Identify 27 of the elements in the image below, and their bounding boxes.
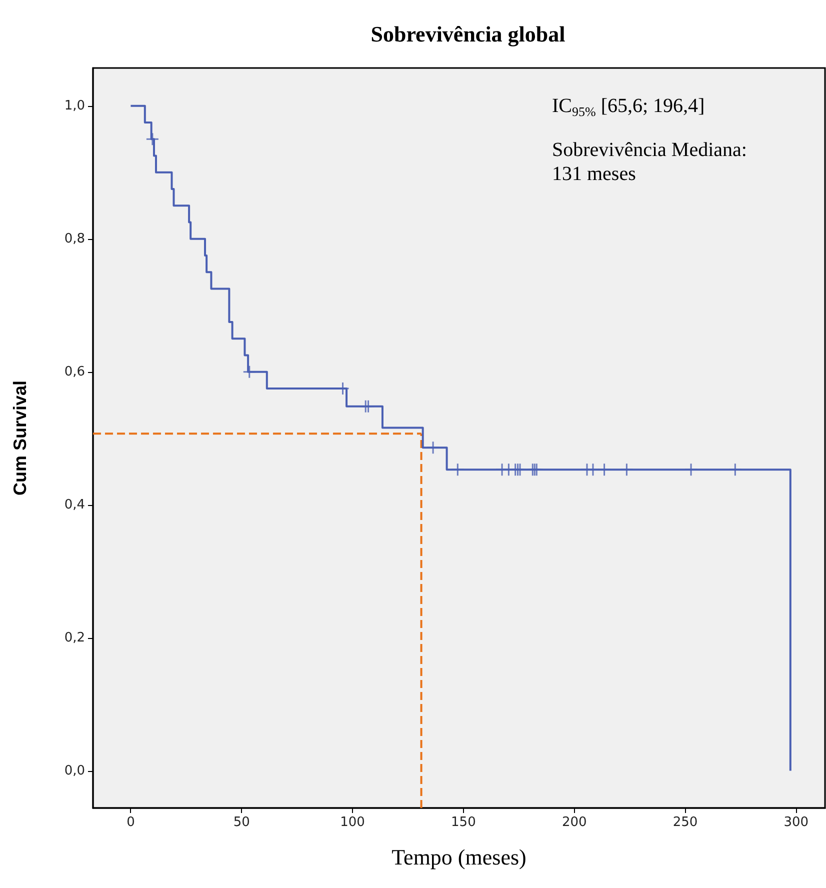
- x-tick-label: 50: [233, 815, 250, 830]
- x-tick-label: 200: [562, 815, 587, 830]
- x-tick-label: 250: [672, 815, 698, 830]
- point: [620, 462, 634, 476]
- point: [450, 462, 464, 476]
- y-tick-label: 0,2: [64, 630, 85, 646]
- y-tick-label: 0,0: [64, 763, 85, 778]
- y-tick-label: 0,8: [64, 231, 85, 246]
- x-tick-label: 0: [126, 815, 135, 830]
- annotation: Sobrevivência Mediana: 131 meses: [552, 139, 747, 185]
- point: [684, 462, 698, 476]
- x-tick-label: 150: [451, 815, 476, 830]
- point: [242, 365, 256, 379]
- y-tick-label: 1,0: [64, 98, 85, 114]
- chart-title: Sobrevivência global: [370, 22, 566, 46]
- point: [586, 462, 600, 476]
- point: [146, 132, 160, 146]
- point: [426, 440, 440, 454]
- x-axis-title: Tempo (meses): [392, 844, 526, 870]
- y-axis-title: Cum Survival: [10, 380, 30, 496]
- x-tick-label: 100: [340, 815, 365, 830]
- y-tick-label: 0,6: [64, 364, 85, 380]
- point: [728, 462, 742, 476]
- point: [598, 462, 612, 476]
- y-tick-label: 0,4: [64, 497, 85, 512]
- x-tick-label: 300: [784, 815, 809, 830]
- point: [362, 400, 376, 414]
